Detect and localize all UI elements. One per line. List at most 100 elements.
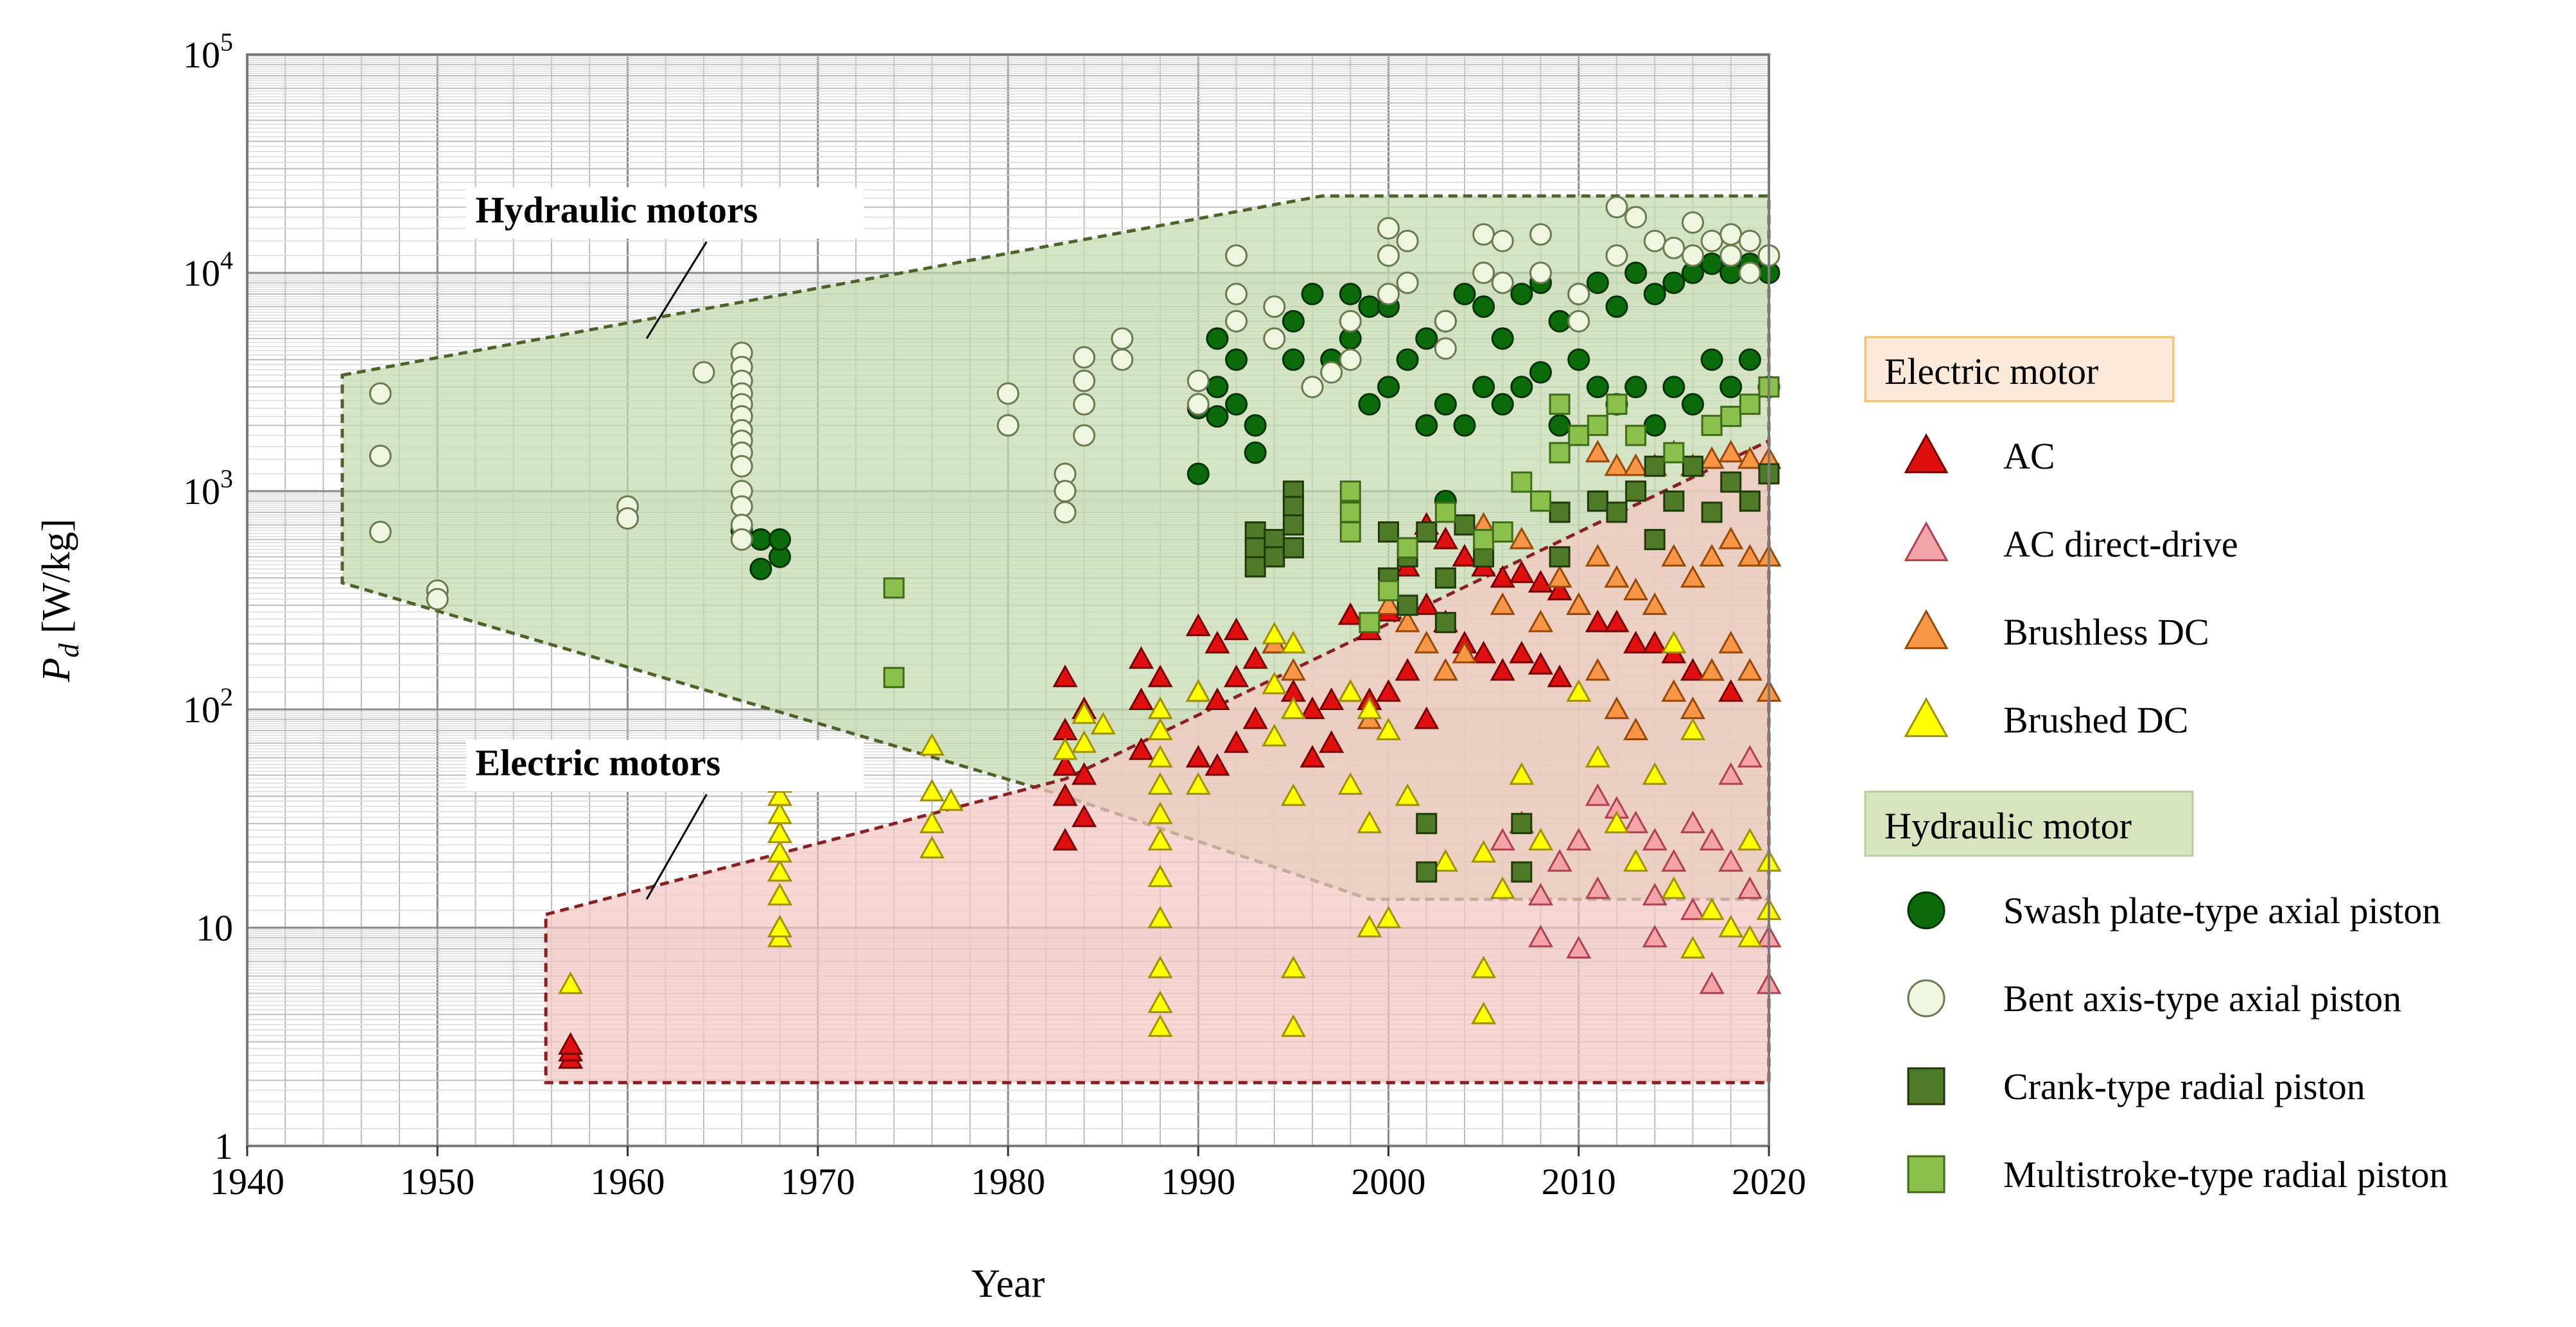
point-ac bbox=[1128, 646, 1154, 669]
point-brushless-dc bbox=[1661, 679, 1687, 702]
x-tick-label: 1950 bbox=[400, 1161, 474, 1202]
series-bent-axis-type-axial-piston bbox=[369, 196, 1780, 611]
point-crank-type-radial-piston bbox=[1244, 537, 1266, 559]
point-brushless-dc bbox=[1661, 544, 1687, 567]
point-crank-type-radial-piston bbox=[1244, 556, 1266, 578]
point-brushless-dc bbox=[1718, 440, 1744, 463]
point-bent-axis-type-axial-piston bbox=[1187, 369, 1210, 392]
point-ac bbox=[1071, 804, 1097, 828]
point-brushed-dc bbox=[1337, 679, 1363, 702]
point-brushed-dc bbox=[1375, 717, 1402, 741]
point-ac bbox=[1052, 828, 1078, 851]
point-ac bbox=[1509, 560, 1535, 584]
point-bent-axis-type-axial-piston bbox=[1225, 309, 1248, 333]
point-ac bbox=[1642, 630, 1667, 654]
point-swash-plate-type-axial-piston bbox=[1206, 327, 1229, 350]
point-brushed-dc bbox=[919, 733, 945, 756]
point-swash-plate-type-axial-piston bbox=[1415, 414, 1438, 437]
point-multistroke-type-radial-piston bbox=[1434, 501, 1456, 523]
point-swash-plate-type-axial-piston bbox=[1567, 348, 1590, 371]
point-bent-axis-type-axial-piston bbox=[1111, 348, 1134, 371]
point-bent-axis-type-axial-piston bbox=[1605, 244, 1628, 267]
point-bent-axis-type-axial-piston bbox=[1111, 327, 1134, 350]
point-ac bbox=[1414, 592, 1440, 615]
point-ac-direct-drive bbox=[1490, 828, 1515, 851]
point-brushless-dc bbox=[1623, 453, 1649, 476]
point-bent-axis-type-axial-piston bbox=[1738, 229, 1761, 252]
point-brushless-dc bbox=[1718, 630, 1744, 654]
point-ac bbox=[1205, 630, 1230, 654]
point-ac bbox=[1432, 526, 1458, 550]
point-swash-plate-type-axial-piston bbox=[1510, 376, 1533, 399]
point-ac bbox=[1375, 679, 1402, 702]
point-ac-direct-drive bbox=[1642, 924, 1667, 948]
legend-label-swash-plate-type-axial-piston: Swash plate-type axial piston bbox=[2003, 890, 2441, 932]
y-tick-base: 10 bbox=[183, 34, 220, 76]
x-tick-label: 1990 bbox=[1161, 1161, 1235, 1202]
point-bent-axis-type-axial-piston bbox=[1396, 229, 1419, 252]
point-brushed-dc bbox=[1585, 745, 1610, 768]
point-multistroke-type-radial-piston bbox=[1625, 424, 1647, 446]
point-bent-axis-type-axial-piston bbox=[1472, 261, 1495, 284]
point-ac bbox=[1452, 544, 1477, 567]
point-brushed-dc bbox=[1337, 772, 1363, 795]
point-brushless-dc bbox=[1432, 658, 1458, 681]
point-bent-axis-type-axial-piston bbox=[1073, 393, 1095, 416]
point-crank-type-radial-piston bbox=[1264, 546, 1285, 568]
point-ac bbox=[1128, 737, 1154, 760]
y-tick-label: 10 bbox=[196, 907, 233, 949]
point-swash-plate-type-axial-piston bbox=[1510, 282, 1533, 306]
label-bg-hydraulic-motors bbox=[466, 187, 864, 239]
point-bent-axis-type-axial-piston bbox=[1377, 217, 1400, 240]
point-swash-plate-type-axial-piston bbox=[1682, 393, 1704, 416]
legend-label-ac: AC bbox=[2003, 435, 2055, 477]
legend-marker-brushless-dc bbox=[1904, 609, 1949, 650]
point-brushed-dc bbox=[1147, 801, 1173, 824]
y-tick-base: 10 bbox=[183, 689, 220, 731]
point-crank-type-radial-piston bbox=[1625, 480, 1647, 502]
point-bent-axis-type-axial-piston bbox=[1225, 282, 1248, 306]
point-swash-plate-type-axial-piston bbox=[1643, 282, 1666, 306]
point-bent-axis-type-axial-piston bbox=[1719, 244, 1743, 267]
point-bent-axis-type-axial-piston bbox=[1529, 261, 1552, 284]
point-crank-type-radial-piston bbox=[1416, 813, 1438, 835]
point-swash-plate-type-axial-piston bbox=[1225, 348, 1248, 371]
point-ac-direct-drive bbox=[1699, 828, 1725, 851]
point-brushed-dc bbox=[1147, 828, 1173, 851]
legend-title-box-electric-motor bbox=[1864, 336, 2175, 403]
point-brushless-dc bbox=[1452, 641, 1477, 664]
point-ac-direct-drive bbox=[1737, 876, 1762, 899]
point-brushed-dc bbox=[767, 914, 793, 938]
y-tick-label: 102 bbox=[183, 682, 233, 731]
x-tick-label: 1960 bbox=[591, 1161, 665, 1202]
point-ac bbox=[1242, 706, 1268, 729]
point-brushed-dc bbox=[767, 883, 793, 906]
point-bent-axis-type-axial-piston bbox=[1225, 244, 1248, 267]
point-brushed-dc bbox=[767, 783, 793, 806]
point-swash-plate-type-axial-piston bbox=[1339, 282, 1362, 306]
point-brushed-dc bbox=[1604, 810, 1630, 833]
point-swash-plate-type-axial-piston bbox=[1282, 309, 1305, 333]
point-ac bbox=[1319, 730, 1345, 753]
point-brushed-dc bbox=[1718, 914, 1744, 938]
point-ac bbox=[1052, 753, 1078, 776]
point-brushed-dc bbox=[919, 810, 945, 833]
point-bent-axis-type-axial-piston bbox=[1491, 272, 1514, 295]
legend-marker-multistroke-type-radial-piston bbox=[1907, 1155, 1945, 1193]
point-swash-plate-type-axial-piston bbox=[1187, 462, 1210, 485]
point-brushless-dc bbox=[1527, 609, 1554, 632]
point-brushed-dc bbox=[1357, 810, 1382, 833]
point-brushless-dc bbox=[1699, 658, 1725, 681]
point-brushed-dc bbox=[1357, 914, 1382, 938]
point-brushless-dc bbox=[1375, 592, 1402, 615]
point-brushed-dc bbox=[1280, 1014, 1306, 1037]
point-bent-axis-type-axial-piston bbox=[1301, 376, 1324, 399]
point-ac-direct-drive bbox=[1642, 828, 1667, 851]
point-multistroke-type-radial-piston bbox=[1739, 394, 1761, 415]
point-brushed-dc bbox=[1185, 772, 1211, 795]
point-brushed-dc bbox=[1147, 772, 1173, 795]
point-swash-plate-type-axial-piston bbox=[1415, 327, 1438, 350]
point-multistroke-type-radial-piston bbox=[1397, 537, 1418, 559]
point-bent-axis-type-axial-piston bbox=[1073, 424, 1095, 447]
